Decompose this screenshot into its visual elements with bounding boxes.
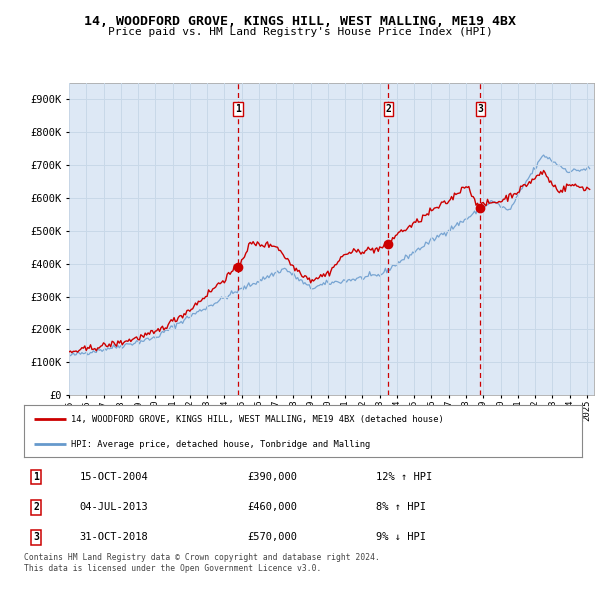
Text: 3: 3	[34, 533, 39, 542]
Text: 15-OCT-2004: 15-OCT-2004	[80, 473, 149, 482]
Text: 1: 1	[235, 104, 241, 114]
Text: 3: 3	[478, 104, 483, 114]
Text: 14, WOODFORD GROVE, KINGS HILL, WEST MALLING, ME19 4BX: 14, WOODFORD GROVE, KINGS HILL, WEST MAL…	[84, 15, 516, 28]
Text: 12% ↑ HPI: 12% ↑ HPI	[376, 473, 432, 482]
Text: 2: 2	[385, 104, 391, 114]
Text: 9% ↓ HPI: 9% ↓ HPI	[376, 533, 425, 542]
Text: 1: 1	[34, 473, 39, 482]
Text: 04-JUL-2013: 04-JUL-2013	[80, 503, 149, 512]
Text: £460,000: £460,000	[247, 503, 297, 512]
Text: 31-OCT-2018: 31-OCT-2018	[80, 533, 149, 542]
Text: £390,000: £390,000	[247, 473, 297, 482]
Text: £570,000: £570,000	[247, 533, 297, 542]
Text: HPI: Average price, detached house, Tonbridge and Malling: HPI: Average price, detached house, Tonb…	[71, 440, 371, 449]
Text: 14, WOODFORD GROVE, KINGS HILL, WEST MALLING, ME19 4BX (detached house): 14, WOODFORD GROVE, KINGS HILL, WEST MAL…	[71, 415, 444, 424]
Text: 2: 2	[34, 503, 39, 512]
Text: Price paid vs. HM Land Registry's House Price Index (HPI): Price paid vs. HM Land Registry's House …	[107, 27, 493, 37]
Text: Contains HM Land Registry data © Crown copyright and database right 2024.
This d: Contains HM Land Registry data © Crown c…	[24, 553, 380, 573]
Text: 8% ↑ HPI: 8% ↑ HPI	[376, 503, 425, 512]
